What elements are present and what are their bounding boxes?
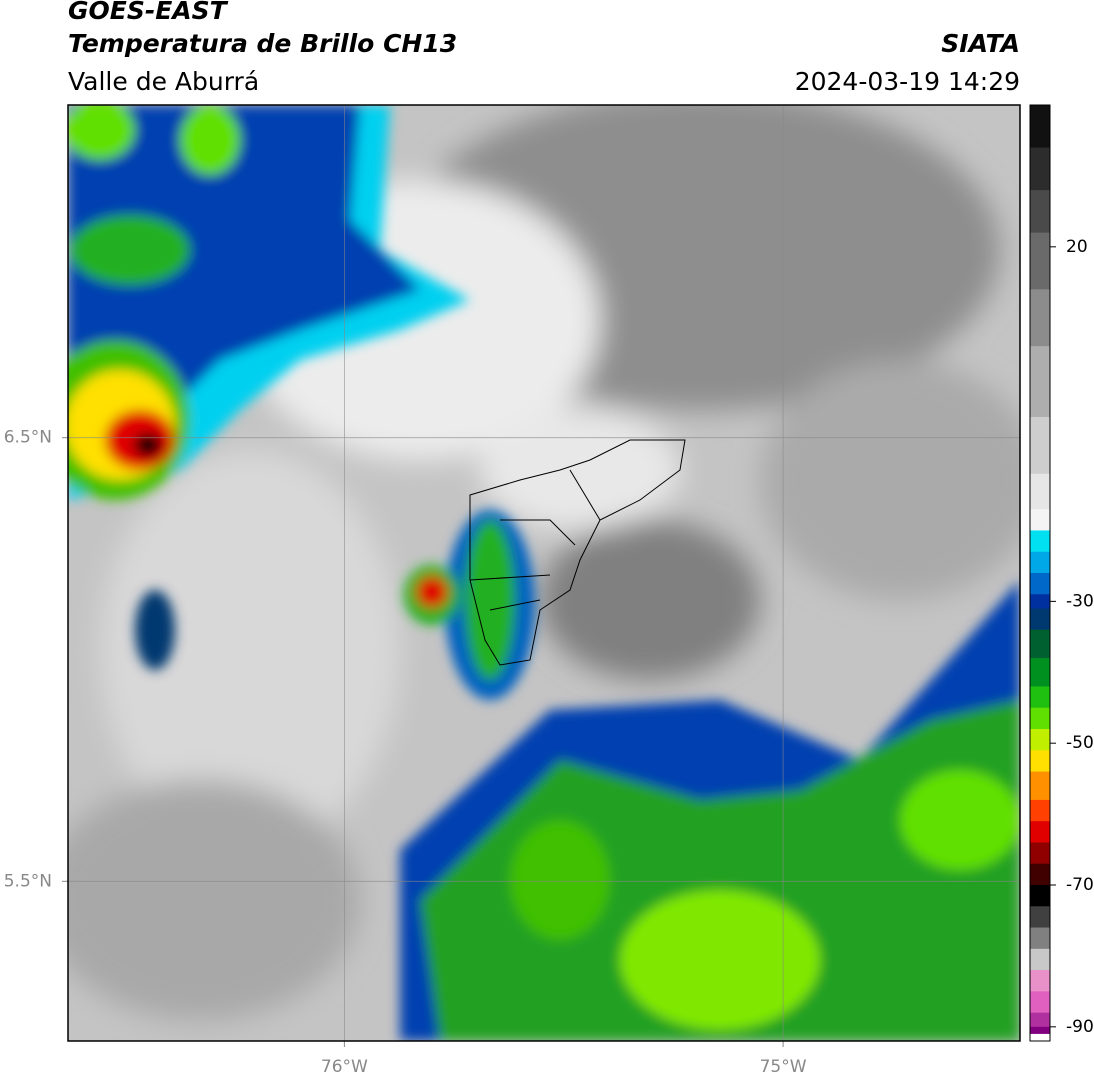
x-tick-label: 75°W bbox=[760, 1057, 807, 1077]
colorbar-tick-label: -30 bbox=[1066, 591, 1094, 611]
colorbar-segment bbox=[1030, 729, 1050, 751]
colorbar-segment bbox=[1030, 190, 1050, 234]
colorbar-tick-label: 20 bbox=[1066, 237, 1088, 257]
satellite-image bbox=[68, 105, 1020, 1041]
title: GOES-EAST bbox=[68, 0, 229, 25]
colorbar-tick-label: -50 bbox=[1066, 733, 1094, 753]
map-frame bbox=[67, 104, 1021, 1042]
subtitle: Temperatura de Brillo CH13 bbox=[68, 29, 457, 58]
y-tick-label: 6.5°N bbox=[4, 428, 52, 448]
colorbar-segment bbox=[1030, 573, 1050, 595]
colorbar-segment bbox=[1030, 799, 1050, 822]
colorbar-segment bbox=[1030, 147, 1050, 191]
grid: 76°W 75°W 6.5°N 5.5°N bbox=[4, 105, 1020, 1077]
colorbar-segment bbox=[1030, 608, 1050, 631]
colorbar-segment bbox=[1030, 105, 1050, 149]
x-tick-label: 76°W bbox=[321, 1057, 368, 1077]
colorbar-segment bbox=[1030, 686, 1050, 709]
colorbar-segment bbox=[1030, 473, 1050, 510]
colorbar-segment bbox=[1030, 948, 1050, 971]
colorbar-segment bbox=[1030, 750, 1050, 773]
colorbar-segment bbox=[1030, 991, 1050, 1014]
colorbar-segment bbox=[1030, 863, 1050, 886]
colorbar-tick-label: -70 bbox=[1066, 875, 1094, 895]
colorbar-segment bbox=[1030, 885, 1050, 907]
colorbar-segment bbox=[1030, 821, 1050, 843]
colorbar-segment bbox=[1030, 232, 1050, 290]
colorbar-segment bbox=[1030, 906, 1050, 929]
colorbar-segment bbox=[1030, 1012, 1050, 1028]
y-tick-label: 5.5°N bbox=[4, 871, 52, 891]
colorbar-segment bbox=[1030, 658, 1050, 687]
colorbar-segment bbox=[1030, 530, 1050, 553]
colorbar-segment bbox=[1030, 417, 1050, 475]
datetime: 2024-03-19 14:29 bbox=[795, 67, 1020, 96]
colorbar-segment bbox=[1030, 289, 1050, 347]
colorbar-segment bbox=[1030, 346, 1050, 418]
colorbar-segment bbox=[1030, 594, 1050, 609]
colorbar-frame bbox=[1029, 104, 1051, 1042]
colorbar-segment bbox=[1030, 551, 1050, 574]
colorbar-segment bbox=[1030, 1026, 1050, 1035]
colorbar-segment bbox=[1030, 970, 1050, 992]
colorbar-segment bbox=[1030, 1033, 1050, 1042]
colorbar: 20 -30 -50 -70 -90 bbox=[1030, 105, 1094, 1042]
source: SIATA bbox=[941, 29, 1020, 58]
colorbar-segment bbox=[1030, 707, 1050, 730]
colorbar-segment bbox=[1030, 771, 1050, 801]
region: Valle de Aburrá bbox=[68, 67, 259, 96]
colorbar-tick-label: -90 bbox=[1066, 1017, 1094, 1037]
colorbar-segment bbox=[1030, 842, 1050, 865]
municipality-borders bbox=[469, 469, 601, 611]
colorbar-segment bbox=[1030, 509, 1050, 531]
colorbar-segment bbox=[1030, 629, 1050, 659]
colorbar-segment bbox=[1030, 927, 1050, 950]
